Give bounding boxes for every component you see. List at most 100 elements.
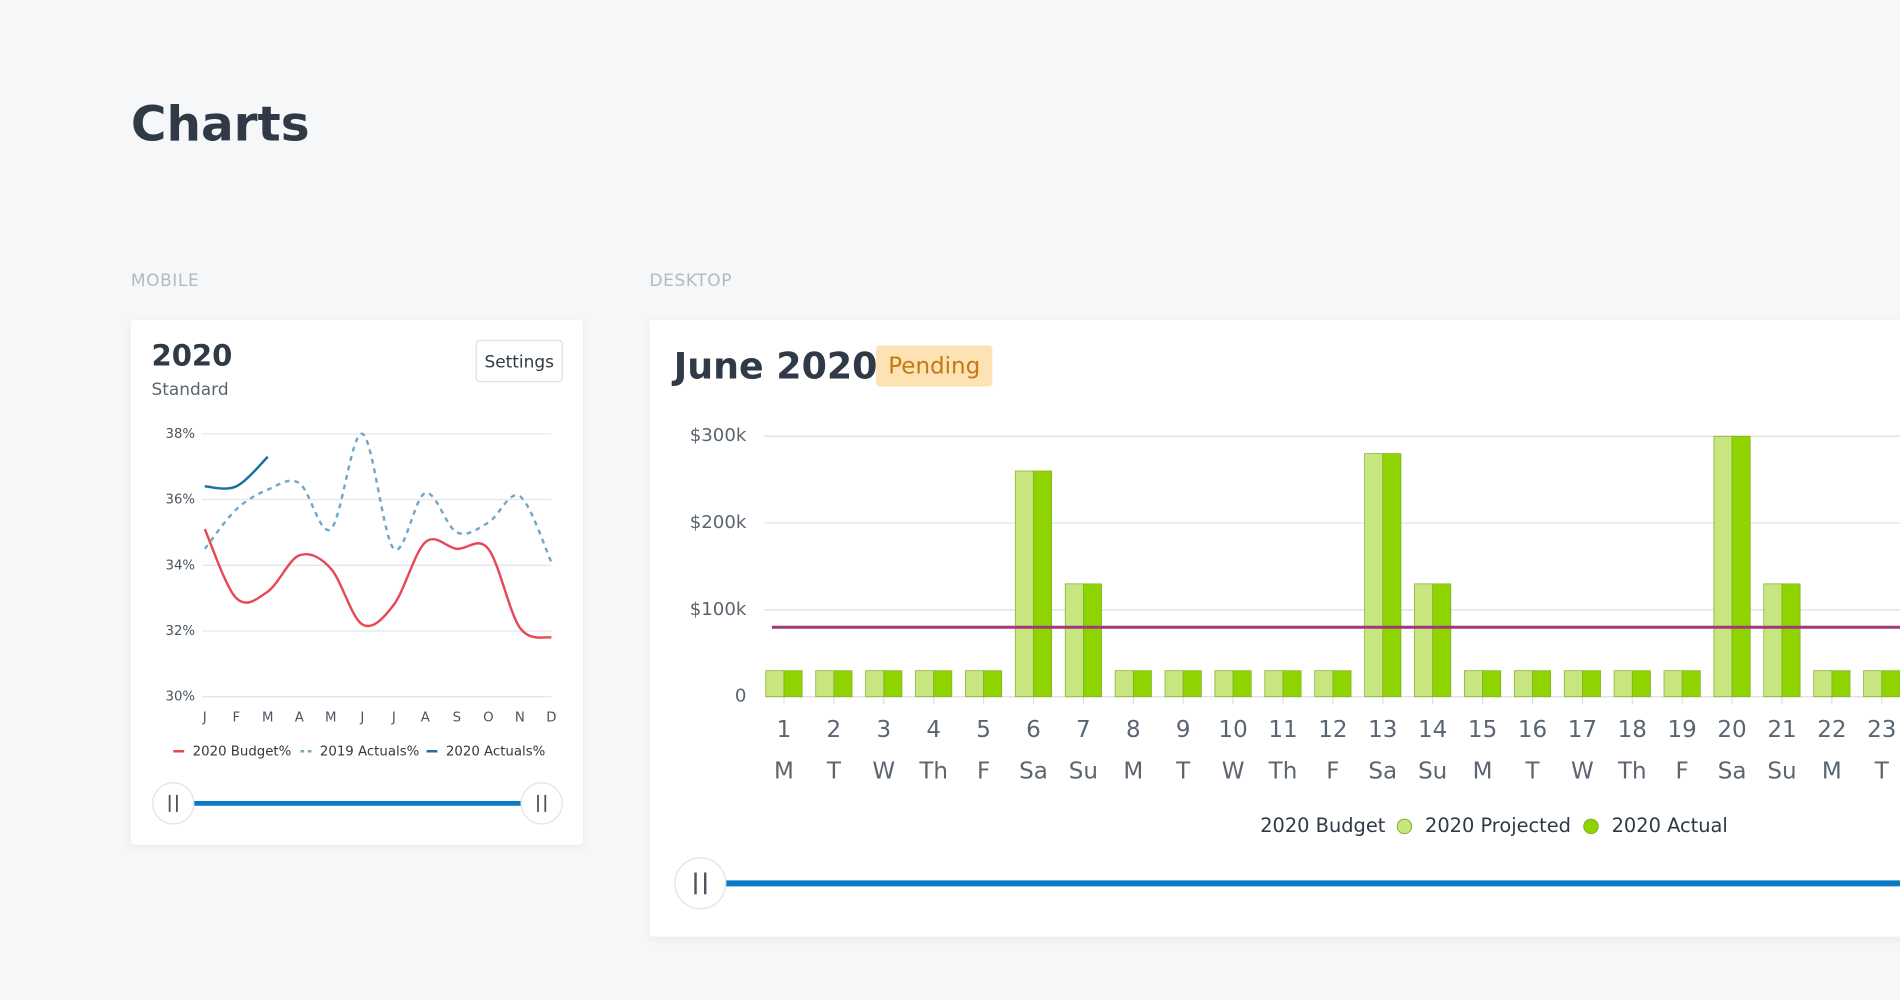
bar — [1763, 583, 1783, 698]
bar — [1532, 670, 1552, 698]
chart-title: 2020 — [151, 338, 232, 372]
handle-grip[interactable] — [694, 872, 707, 895]
bar — [915, 670, 935, 698]
x-tick-label: 19 — [1668, 717, 1697, 743]
x-tick-label: 20 — [1717, 717, 1746, 743]
y-tick-label: 0 — [735, 686, 747, 707]
status-label: Pending — [888, 354, 980, 380]
x-tick-label: 21 — [1767, 717, 1796, 743]
x-tick-label: 15 — [1468, 717, 1497, 743]
x-tick-label: 7 — [1076, 717, 1091, 743]
legend-marker — [1583, 818, 1599, 835]
bar — [1282, 670, 1302, 698]
x-weekday-label: T — [826, 758, 842, 784]
settings-button[interactable]: Settings — [475, 339, 563, 383]
x-weekday-label: Th — [1268, 758, 1298, 784]
bar — [1563, 670, 1583, 698]
bar — [1332, 670, 1352, 698]
chart-subtitle: Standard — [151, 379, 228, 399]
button-box[interactable] — [475, 339, 563, 383]
bar — [965, 670, 984, 698]
x-tick-label: 9 — [1176, 717, 1191, 743]
x-weekday-label: Su — [1418, 758, 1447, 784]
series-line — [203, 432, 553, 563]
x-weekday-label: M — [1473, 758, 1493, 784]
series-line — [203, 528, 552, 639]
desktop-card: June 2020 Pending 0 $100k $200k $300k 1 M 2 T 3 W… — [649, 319, 1900, 937]
legend-marker — [1396, 818, 1413, 835]
bar — [1813, 670, 1833, 698]
x-weekday-label: T — [1524, 758, 1540, 784]
bar — [765, 670, 785, 698]
x-weekday-label: M — [1123, 758, 1143, 784]
bar — [1613, 670, 1633, 698]
legend-label: 2019 Actuals% — [320, 744, 419, 759]
x-tick-label: S — [453, 710, 461, 725]
bar — [1214, 670, 1234, 698]
x-tick-label: J — [391, 710, 396, 725]
x-tick-label: 8 — [1126, 717, 1141, 743]
bar — [1513, 670, 1533, 698]
x-tick-label: 17 — [1568, 717, 1597, 743]
x-weekday-label: M — [774, 758, 794, 784]
bar — [865, 670, 885, 698]
bar — [1364, 453, 1384, 698]
x-tick-label: N — [515, 710, 525, 725]
bar — [1314, 670, 1334, 698]
x-tick-label: M — [262, 710, 273, 725]
x-tick-label: A — [421, 710, 430, 725]
legend-label: 2020 Actual — [1612, 814, 1728, 837]
section-label: MOBILE — [130, 271, 200, 291]
x-weekday-label: F — [1676, 758, 1689, 784]
bar — [883, 670, 903, 698]
page-title: Charts — [130, 96, 310, 153]
x-tick-label: J — [359, 710, 364, 725]
mobile-card: 2020 Standard Settings 30% 32% 34% 36% 38% J F… — [130, 319, 583, 845]
x-tick-label: 18 — [1618, 717, 1647, 743]
bar — [815, 670, 835, 698]
x-tick-label: 13 — [1368, 717, 1397, 743]
legend-label: 2020 Actuals% — [446, 744, 545, 759]
bar — [1713, 435, 1733, 698]
bar — [1264, 670, 1284, 698]
mobile-chart: 2020 Standard Settings 30% 32% 34% 36% 38% J F… — [151, 338, 563, 825]
x-tick-label: 2 — [827, 717, 842, 743]
bar — [1631, 670, 1651, 698]
y-tick-label: $200k — [690, 512, 747, 533]
range-slider-handle[interactable] — [674, 857, 727, 910]
handle-grip[interactable] — [168, 794, 178, 812]
bar — [1464, 670, 1483, 698]
status-badge — [876, 345, 993, 387]
x-weekday-label: W — [872, 758, 895, 784]
bar — [1881, 670, 1900, 698]
bar — [1731, 435, 1751, 698]
y-tick-label: 38% — [165, 427, 195, 442]
range-slider-handle[interactable] — [520, 782, 563, 825]
y-tick-label: 36% — [165, 493, 195, 508]
bar — [1033, 470, 1053, 698]
x-weekday-label: Sa — [1019, 758, 1048, 784]
bar — [1681, 670, 1701, 698]
button-label[interactable]: Settings — [484, 351, 554, 371]
bar — [1064, 583, 1084, 698]
bar — [1863, 670, 1883, 698]
series-line — [204, 455, 269, 490]
x-tick-label: O — [483, 710, 493, 725]
x-tick-label: M — [325, 710, 337, 725]
bar — [1831, 670, 1851, 698]
x-weekday-label: T — [1175, 758, 1191, 784]
x-tick-label: 1 — [777, 717, 792, 743]
handle-grip[interactable] — [537, 794, 547, 812]
range-slider-handle[interactable] — [152, 782, 195, 825]
x-weekday-label: Sa — [1368, 758, 1397, 784]
bar — [1114, 670, 1134, 698]
y-tick-label: $300k — [690, 425, 747, 446]
bar — [1232, 670, 1252, 698]
x-weekday-label: Sa — [1718, 758, 1747, 784]
bar — [1663, 670, 1683, 698]
x-tick-label: D — [546, 710, 556, 725]
x-weekday-label: F — [1326, 758, 1339, 784]
x-weekday-label: Su — [1069, 758, 1098, 784]
y-tick-label: 32% — [165, 624, 195, 639]
